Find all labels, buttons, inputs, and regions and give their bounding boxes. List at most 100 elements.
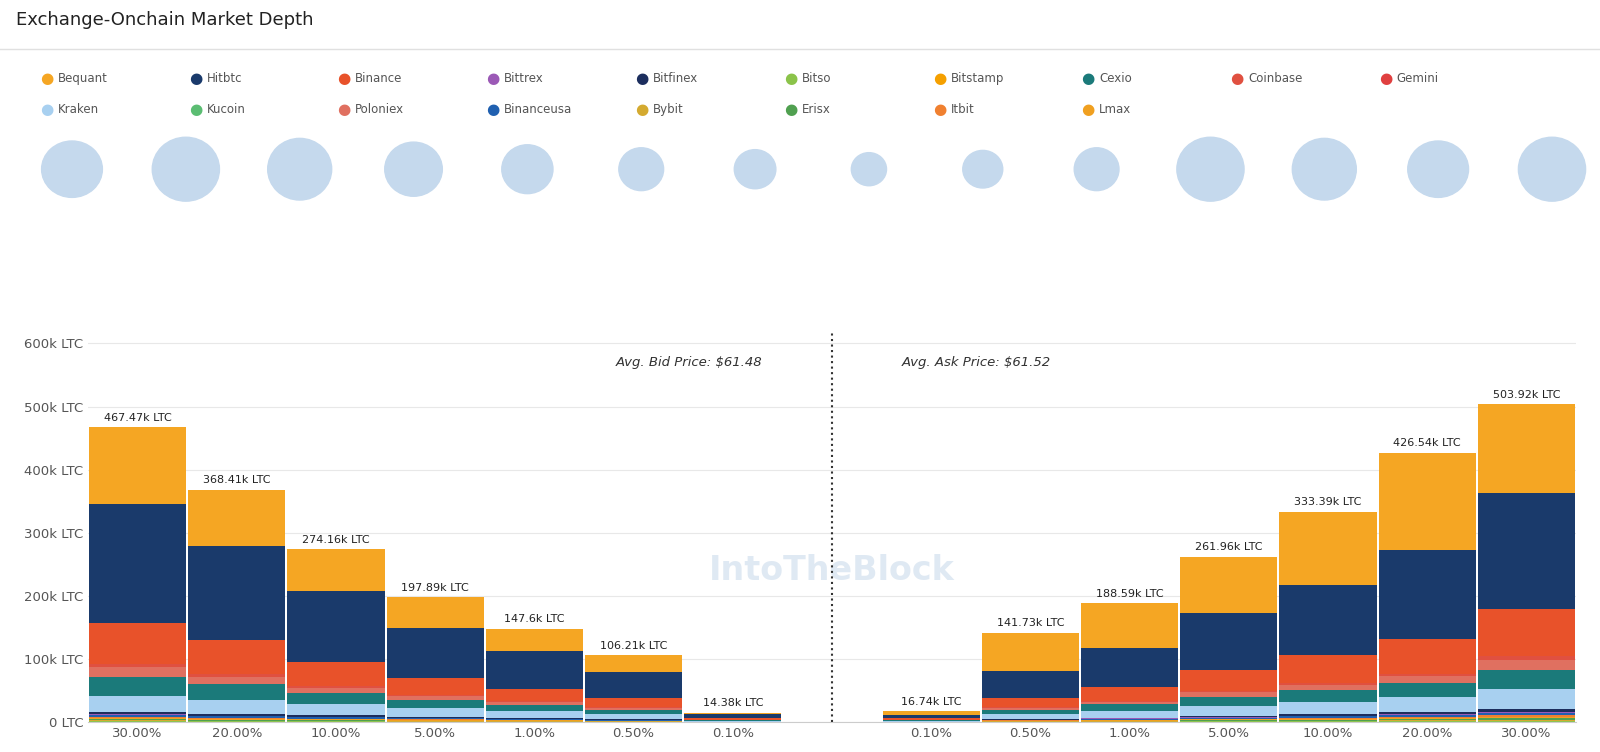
Bar [586, 710, 682, 714]
Bar [982, 708, 1078, 710]
Bar [685, 714, 781, 718]
Text: Bequant: Bequant [58, 72, 107, 86]
Text: Cexio: Cexio [1099, 72, 1131, 86]
Text: 261.96k LTC: 261.96k LTC [1195, 542, 1262, 552]
Text: ●: ● [933, 102, 946, 117]
Text: ●: ● [40, 71, 53, 86]
Text: Avg. Bid Price: $61.48: Avg. Bid Price: $61.48 [616, 356, 763, 369]
Bar [1280, 585, 1376, 655]
Bar [1280, 719, 1376, 720]
Text: Bitstamp: Bitstamp [950, 72, 1003, 86]
Text: ●: ● [189, 71, 202, 86]
Bar [1478, 493, 1574, 609]
Bar [883, 718, 979, 720]
Bar [1478, 720, 1574, 721]
Bar [486, 711, 582, 718]
Text: ●: ● [486, 102, 499, 117]
Text: Bitso: Bitso [802, 72, 830, 86]
Bar [1280, 720, 1376, 721]
Text: 16.74k LTC: 16.74k LTC [901, 697, 962, 707]
Bar [189, 490, 285, 546]
Text: ●: ● [1230, 71, 1243, 86]
Text: ●: ● [1082, 102, 1094, 117]
Bar [1280, 690, 1376, 702]
Bar [1379, 697, 1475, 712]
Bar [1280, 702, 1376, 714]
Bar [1478, 689, 1574, 709]
Text: ●: ● [338, 71, 350, 86]
Bar [189, 677, 285, 684]
Text: IntoTheBlock: IntoTheBlock [709, 554, 955, 587]
Bar [288, 717, 384, 719]
Bar [1082, 702, 1178, 705]
Bar [1379, 714, 1475, 715]
Text: ●: ● [486, 71, 499, 86]
Bar [288, 719, 384, 720]
Bar [90, 427, 186, 504]
Bar [1181, 697, 1277, 705]
Bar [586, 708, 682, 710]
Bar [90, 714, 186, 715]
Bar [1478, 709, 1574, 712]
Text: Itbit: Itbit [950, 102, 974, 116]
Bar [1379, 676, 1475, 683]
Bar [90, 717, 186, 718]
Bar [883, 711, 979, 714]
Text: Bitfinex: Bitfinex [653, 72, 698, 86]
Bar [387, 700, 483, 708]
Text: 106.21k LTC: 106.21k LTC [600, 641, 667, 650]
Text: Exchange-Onchain Market Depth: Exchange-Onchain Market Depth [16, 11, 314, 29]
Bar [982, 632, 1078, 672]
Bar [189, 700, 285, 714]
Bar [586, 698, 682, 708]
Text: ●: ● [933, 71, 946, 86]
Bar [1379, 683, 1475, 697]
Bar [1181, 613, 1277, 669]
Bar [1181, 705, 1277, 716]
Bar [1280, 683, 1376, 684]
Text: 147.6k LTC: 147.6k LTC [504, 614, 565, 624]
Text: Bittrex: Bittrex [504, 72, 544, 86]
Bar [486, 702, 582, 705]
Bar [1280, 684, 1376, 690]
Bar [586, 672, 682, 698]
Text: ●: ● [784, 102, 797, 117]
Bar [1478, 670, 1574, 689]
Text: Kucoin: Kucoin [206, 102, 245, 116]
Bar [1379, 718, 1475, 719]
Bar [1181, 669, 1277, 691]
Bar [387, 597, 483, 629]
Bar [1379, 550, 1475, 639]
Bar [90, 504, 186, 623]
Bar [90, 623, 186, 664]
Bar [685, 713, 781, 714]
Bar [1478, 712, 1574, 713]
Bar [288, 687, 384, 693]
Bar [586, 714, 682, 719]
Bar [387, 629, 483, 678]
Bar [1181, 693, 1277, 697]
Text: ●: ● [338, 102, 350, 117]
Text: 274.16k LTC: 274.16k LTC [302, 535, 370, 544]
Bar [1478, 717, 1574, 718]
Bar [189, 718, 285, 719]
Bar [1478, 721, 1574, 722]
Bar [883, 714, 979, 718]
Text: 368.41k LTC: 368.41k LTC [203, 475, 270, 485]
Bar [387, 678, 483, 695]
Bar [90, 711, 186, 714]
Bar [1181, 719, 1277, 720]
Bar [1181, 717, 1277, 719]
Bar [387, 708, 483, 717]
Text: Hitbtc: Hitbtc [206, 72, 242, 86]
Bar [387, 696, 483, 700]
Bar [982, 672, 1078, 698]
Bar [90, 715, 186, 717]
Bar [486, 689, 582, 701]
Text: Binance: Binance [355, 72, 403, 86]
Bar [1379, 717, 1475, 718]
Text: 426.54k LTC: 426.54k LTC [1394, 438, 1461, 448]
Bar [1082, 717, 1178, 718]
Bar [288, 662, 384, 686]
Bar [685, 718, 781, 720]
